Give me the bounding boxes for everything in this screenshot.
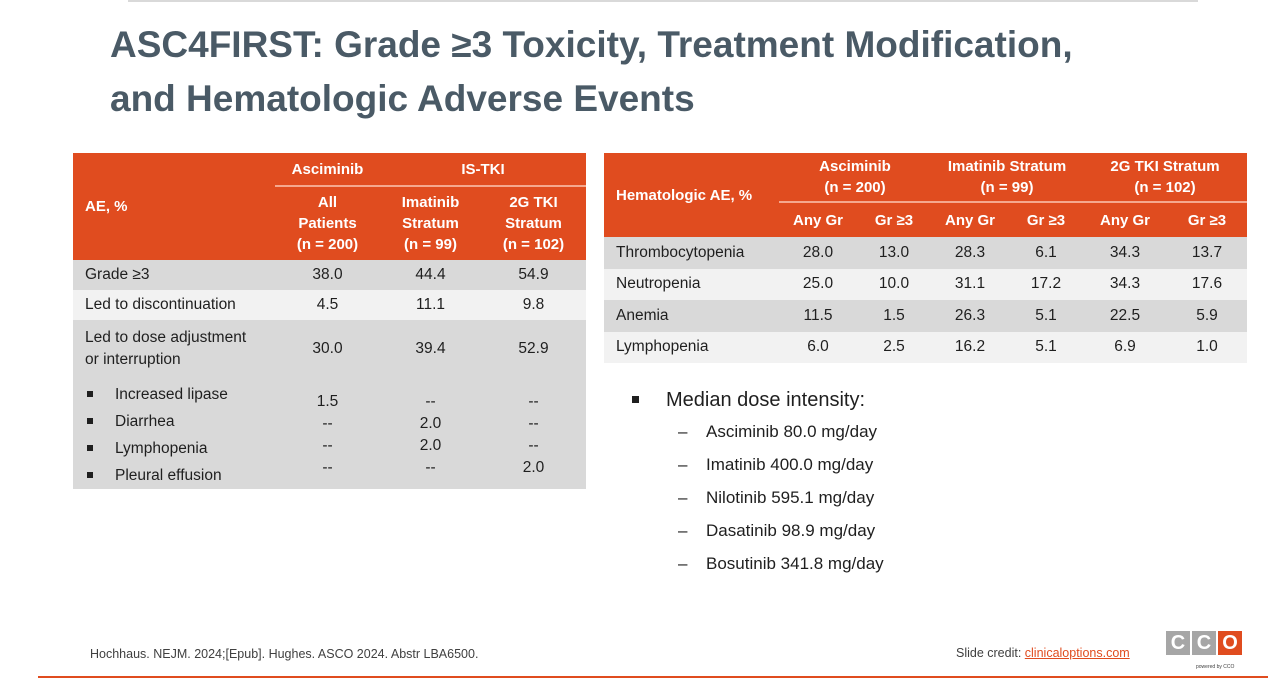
reference-citation: Hochhaus. NEJM. 2024;[Epub]. Hughes. ASC…	[90, 647, 479, 661]
cell: 34.3	[1083, 268, 1167, 300]
cell: 17.6	[1167, 268, 1247, 300]
top-divider	[128, 0, 1198, 2]
row-label: Thrombocytopenia	[604, 237, 779, 269]
cell: 9.8	[481, 290, 586, 320]
ae-table: AE, % Asciminib IS-TKI All Patients (n = 2…	[73, 153, 586, 489]
table-row: Thrombocytopenia 28.0 13.0 28.3 6.1 34.3…	[604, 237, 1247, 269]
cell: 26.3	[931, 300, 1009, 332]
slide-title: ASC4FIRST: Grade ≥3 Toxicity, Treatment …	[110, 18, 1230, 126]
hem-table-group-header: Hematologic AE, % Asciminib (n = 200) Ima…	[604, 153, 1247, 237]
table-row: Grade ≥3 38.0 44.4 54.9	[73, 260, 586, 290]
bullet-icon	[87, 471, 93, 478]
table-row-subitems: Increased lipase Diarrhea Lymphopenia Pl…	[73, 377, 586, 489]
table-row: Led to dose adjustment or interruption 30…	[73, 320, 586, 377]
subitem-labels: Increased lipase Diarrhea Lymphopenia Pl…	[73, 377, 275, 489]
list-item: – Bosutinib 341.8 mg/day	[678, 554, 884, 573]
table-row: Anemia 11.5 1.5 26.3 5.1 22.5 5.9	[604, 300, 1247, 332]
cco-logo: C C O powered by CCO	[1166, 631, 1242, 675]
table-row: Led to discontinuation 4.5 11.1 9.8	[73, 290, 586, 320]
cell: 44.4	[380, 260, 481, 290]
cell: 11.1	[380, 290, 481, 320]
cell: 1.0	[1167, 331, 1247, 363]
cell: 10.0	[857, 268, 931, 300]
hem-table-subheader: Any Gr Gr ≥3 Any Gr Gr ≥3 Any Gr Gr ≥3	[604, 201, 1247, 237]
hem-group-2g-tki: 2G TKI Stratum (n = 102)	[1083, 153, 1247, 202]
credit-link[interactable]: clinicaloptions.com	[1024, 646, 1130, 660]
hem-group-imatinib: Imatinib Stratum (n = 99)	[931, 153, 1083, 202]
bullet-icon	[87, 417, 93, 424]
cell: 28.0	[779, 237, 857, 269]
bullet-icon	[87, 390, 93, 397]
dose-intensity-heading: Median dose intensity:	[632, 385, 884, 415]
dose-intensity-list: Median dose intensity: – Asciminib 80.0 m…	[632, 385, 884, 580]
table-row: Lymphopenia 6.0 2.5 16.2 5.1 6.9 1.0	[604, 331, 1247, 363]
title-line-1: ASC4FIRST: Grade ≥3 Toxicity, Treatment …	[110, 24, 1073, 65]
cell: 6.1	[1009, 237, 1083, 269]
cell: 5.1	[1009, 300, 1083, 332]
cell: 5.1	[1009, 331, 1083, 363]
subheader-gr3: Gr ≥3	[857, 201, 931, 237]
cell: 54.9	[481, 260, 586, 290]
ae-row-header: AE, %	[73, 153, 275, 260]
row-label: Led to dose adjustment or interruption	[73, 320, 275, 377]
cell: 25.0	[779, 268, 857, 300]
ae-col-2g-tki: 2G TKI Stratum (n = 102)	[481, 186, 586, 260]
table-row: Neutropenia 25.0 10.0 31.1 17.2 34.3 17.…	[604, 268, 1247, 300]
subitem-values: 1.5 -- -- --	[275, 377, 380, 489]
list-item: Pleural effusion	[85, 462, 275, 489]
cell: 52.9	[481, 320, 586, 377]
row-label: Grade ≥3	[73, 260, 275, 290]
cell: 30.0	[275, 320, 380, 377]
subheader-any-gr: Any Gr	[931, 201, 1009, 237]
row-label: Lymphopenia	[604, 331, 779, 363]
cell: 1.5	[857, 300, 931, 332]
cell: 28.3	[931, 237, 1009, 269]
cell: 2.5	[857, 331, 931, 363]
row-label: Neutropenia	[604, 268, 779, 300]
ae-group-asciminib: Asciminib	[275, 153, 380, 187]
cell: 6.0	[779, 331, 857, 363]
subheader-any-gr: Any Gr	[779, 201, 857, 237]
cell: 17.2	[1009, 268, 1083, 300]
subitem-values: -- -- -- 2.0	[481, 377, 586, 489]
list-item: – Dasatinib 98.9 mg/day	[678, 521, 876, 540]
list-item: Lymphopenia	[85, 435, 275, 462]
ae-col-all-patients: All Patients (n = 200)	[275, 186, 380, 260]
subheader-gr3: Gr ≥3	[1167, 201, 1247, 237]
list-item: – Imatinib 400.0 mg/day	[678, 455, 874, 474]
cell: 13.0	[857, 237, 931, 269]
cell: 38.0	[275, 260, 380, 290]
ae-col-imatinib: Imatinib Stratum (n = 99)	[380, 186, 481, 260]
hematologic-ae-table: Hematologic AE, % Asciminib (n = 200) Ima…	[604, 153, 1247, 363]
cell: 6.9	[1083, 331, 1167, 363]
subheader-any-gr: Any Gr	[1083, 201, 1167, 237]
bullet-icon	[632, 395, 639, 403]
slide-credit: Slide credit: clinicaloptions.com	[956, 646, 1130, 660]
cell: 11.5	[779, 300, 857, 332]
cell: 39.4	[380, 320, 481, 377]
list-item: – Nilotinib 595.1 mg/day	[678, 488, 875, 507]
cell: 16.2	[931, 331, 1009, 363]
row-label: Led to discontinuation	[73, 290, 275, 320]
list-item: – Asciminib 80.0 mg/day	[678, 422, 878, 441]
cell: 22.5	[1083, 300, 1167, 332]
bottom-divider	[38, 676, 1268, 678]
subitem-values: -- 2.0 2.0 --	[380, 377, 481, 489]
title-line-2: and Hematologic Adverse Events	[110, 78, 695, 119]
row-label: Anemia	[604, 300, 779, 332]
cell: 4.5	[275, 290, 380, 320]
cell: 31.1	[931, 268, 1009, 300]
ae-group-is-tki: IS-TKI	[380, 153, 586, 187]
hem-row-header: Hematologic AE, %	[604, 153, 779, 237]
cell: 5.9	[1167, 300, 1247, 332]
subheader-gr3: Gr ≥3	[1009, 201, 1083, 237]
cell: 34.3	[1083, 237, 1167, 269]
hem-group-asciminib: Asciminib (n = 200)	[779, 153, 931, 202]
ae-table-group-header: AE, % Asciminib IS-TKI	[73, 153, 586, 260]
list-item: Diarrhea	[85, 408, 275, 435]
ae-table-column-header: All Patients (n = 200) Imatinib Stratum (n =…	[73, 186, 586, 260]
cell: 13.7	[1167, 237, 1247, 269]
bullet-icon	[87, 444, 93, 451]
list-item: Increased lipase	[85, 381, 275, 408]
